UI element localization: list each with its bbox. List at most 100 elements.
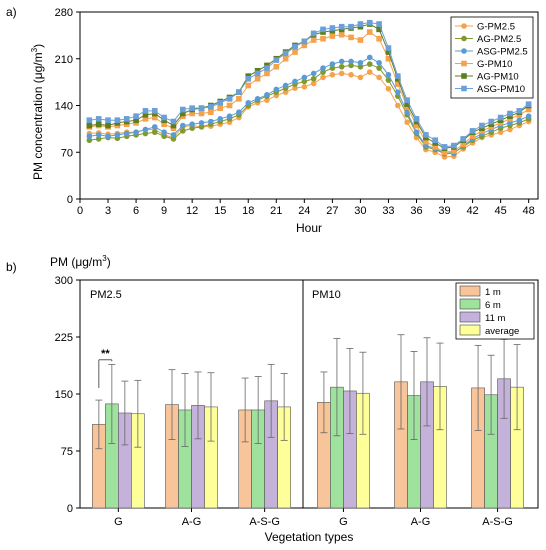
x-tick-label: 48	[523, 205, 535, 217]
data-point	[525, 106, 532, 113]
data-point	[123, 116, 130, 122]
data-point	[451, 148, 457, 154]
data-point	[114, 117, 121, 123]
data-point	[516, 117, 523, 123]
data-point	[133, 129, 139, 136]
legend-label: AG-PM10	[477, 72, 519, 83]
data-point	[86, 117, 93, 123]
bar-chart: PM (μg/m3) 0 75 150 225 300 G A-G A-S-G G A-G A-S-…	[50, 254, 539, 544]
data-point	[151, 124, 158, 130]
data-point	[329, 71, 336, 78]
data-point	[180, 128, 186, 134]
data-point	[273, 57, 280, 63]
data-point	[348, 58, 354, 65]
data-point	[329, 61, 336, 67]
legend-item-g-pm2-5: G-PM2.5	[455, 22, 515, 33]
panel-a-label: a)	[6, 5, 17, 19]
data-point	[366, 54, 373, 61]
data-point	[394, 81, 401, 87]
data-point	[292, 49, 298, 55]
data-point	[245, 75, 252, 82]
data-point	[105, 133, 111, 140]
legend-item-asg-pm2-5: ASG-PM2.5	[455, 47, 528, 58]
data-point	[254, 70, 261, 77]
data-point	[338, 23, 345, 30]
data-point	[366, 29, 373, 35]
data-point	[123, 130, 130, 137]
legend-item-g-pm10: G-PM10	[455, 59, 512, 70]
data-point	[376, 74, 382, 81]
data-point	[292, 43, 298, 50]
data-point	[86, 122, 93, 129]
y-tick-label: 140	[55, 101, 73, 113]
line-chart: 0 3 6 9 12 15 18 21 24 27 30 33 36 39 42 45 480701402102…	[30, 7, 539, 235]
y-tick-label: 0	[67, 194, 73, 206]
x-tick-label: 27	[326, 205, 338, 217]
data-point	[198, 110, 205, 117]
data-point	[469, 133, 476, 140]
y-tick-label: 210	[55, 54, 73, 66]
y-tick-label: 150	[55, 389, 73, 401]
x-tick-label: 12	[186, 205, 198, 217]
line-chart-y-label: PM concentration (μg/m3)	[30, 44, 45, 180]
x-tick-label: A-S-G	[482, 516, 513, 528]
bar-chart-legend: 1 m 6 m 11 m average	[455, 282, 535, 340]
bar-chart-bars	[92, 334, 524, 509]
data-point	[460, 136, 467, 142]
data-point	[404, 119, 410, 125]
bar-chart-x-label: Vegetation types	[265, 530, 354, 544]
legend-marker	[461, 60, 467, 67]
legend-label: average	[485, 326, 519, 337]
significance-stars: **	[101, 348, 110, 360]
data-point	[376, 35, 382, 42]
data-point	[357, 37, 364, 43]
legend-label: ASG-PM2.5	[477, 47, 528, 58]
data-point	[95, 136, 102, 142]
panel-label-pm25: PM2.5	[90, 289, 122, 301]
data-point	[320, 74, 326, 81]
data-point	[423, 138, 429, 145]
data-point	[142, 108, 149, 114]
data-point	[348, 62, 354, 69]
data-point	[170, 132, 177, 138]
x-tick-label: A-G	[411, 516, 431, 528]
y-tick-label: 225	[55, 332, 73, 344]
data-point	[105, 117, 111, 123]
legend-label: 1 m	[485, 287, 501, 298]
data-point	[208, 104, 214, 110]
legend-item-average: average	[459, 324, 519, 337]
data-point	[479, 122, 485, 129]
data-point	[525, 113, 532, 119]
data-point	[226, 102, 233, 109]
x-tick-label: 6	[133, 205, 139, 217]
x-tick-label: 24	[298, 205, 310, 217]
series-asg-pm10	[86, 19, 532, 150]
data-point	[404, 97, 410, 103]
data-point	[282, 55, 289, 62]
data-point	[254, 96, 261, 102]
data-point	[226, 96, 233, 102]
data-point	[217, 105, 224, 111]
x-tick-label: 18	[242, 205, 254, 217]
data-point	[114, 132, 121, 138]
data-point	[310, 37, 317, 43]
legend-item-6-m: 6 m	[459, 298, 501, 311]
data-point	[338, 31, 345, 38]
y-tick-label: 300	[55, 275, 73, 287]
data-point	[310, 75, 317, 82]
legend-item-11-m: 11 m	[459, 311, 506, 324]
data-point	[329, 25, 336, 31]
data-point	[469, 128, 476, 134]
data-point	[310, 80, 317, 87]
legend-label: 6 m	[485, 300, 501, 311]
data-point	[497, 129, 504, 136]
data-point	[348, 23, 354, 30]
data-point	[161, 114, 167, 121]
data-point	[142, 130, 149, 137]
data-point	[348, 34, 354, 41]
data-point	[394, 89, 401, 95]
data-point	[161, 121, 167, 127]
data-point	[432, 137, 438, 144]
data-point	[161, 133, 167, 140]
data-point	[208, 118, 214, 125]
